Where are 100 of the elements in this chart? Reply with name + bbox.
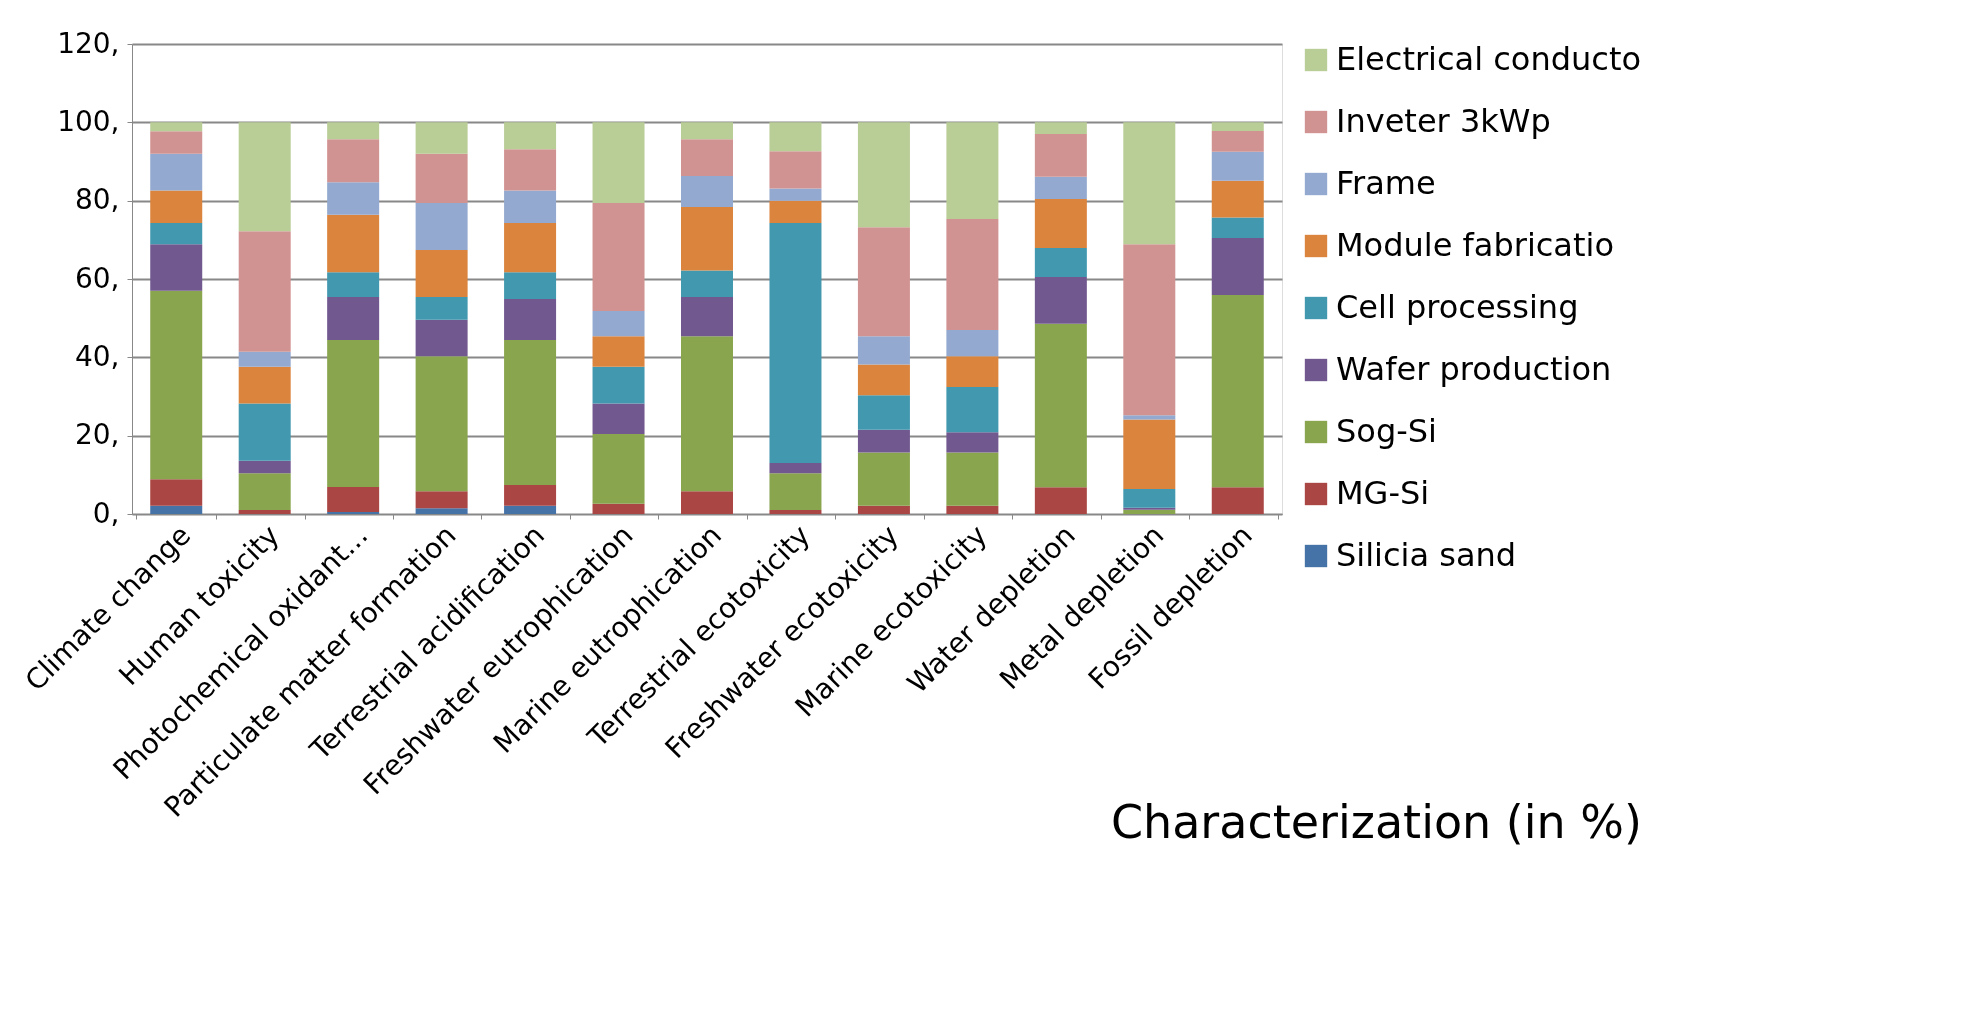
bar xyxy=(150,244,203,291)
legend-label: Electrical conducto xyxy=(1336,40,1642,78)
bar xyxy=(1034,176,1087,200)
bar xyxy=(327,122,380,140)
bar xyxy=(1211,295,1264,488)
bar xyxy=(857,122,910,228)
legend-label: Module fabricatio xyxy=(1336,226,1614,264)
bar xyxy=(415,122,468,154)
bar xyxy=(1034,199,1087,249)
bar xyxy=(946,329,999,357)
bar xyxy=(681,297,733,337)
bar xyxy=(769,151,822,189)
legend-label: MG-Si xyxy=(1336,474,1430,512)
bar xyxy=(1123,122,1176,245)
bar xyxy=(1211,130,1264,152)
bar xyxy=(592,336,645,367)
y-tick-label: 20, xyxy=(74,418,120,452)
bar xyxy=(769,463,822,474)
bar xyxy=(946,356,999,388)
bar xyxy=(857,227,910,337)
y-tick-label: 0, xyxy=(92,496,120,530)
bar xyxy=(1034,134,1087,177)
bar xyxy=(150,131,203,154)
bar xyxy=(769,510,822,514)
bar xyxy=(327,272,380,298)
bar xyxy=(415,356,468,492)
bar xyxy=(504,190,557,223)
bar xyxy=(857,429,910,453)
bar xyxy=(592,366,645,404)
bar xyxy=(857,395,910,430)
bar xyxy=(769,473,822,511)
bar xyxy=(681,175,733,207)
bar xyxy=(681,270,733,298)
bar xyxy=(150,222,203,245)
bar xyxy=(1123,488,1176,508)
bar xyxy=(592,403,645,435)
bar xyxy=(946,387,999,433)
bar xyxy=(504,272,557,299)
bar xyxy=(238,231,291,352)
bar xyxy=(769,222,822,464)
bar xyxy=(504,505,557,514)
bar xyxy=(238,122,291,232)
bar xyxy=(1211,180,1264,218)
bar xyxy=(415,250,468,298)
bar xyxy=(238,473,291,511)
bar xyxy=(1034,248,1087,278)
bar xyxy=(681,206,733,271)
bar xyxy=(681,139,733,176)
bar xyxy=(681,491,733,514)
bar xyxy=(1034,122,1087,135)
bar xyxy=(238,510,291,514)
bar xyxy=(946,219,999,330)
bar xyxy=(327,182,380,215)
bar xyxy=(681,122,733,140)
bar xyxy=(681,336,733,492)
bar xyxy=(327,139,380,183)
bar xyxy=(857,452,910,506)
bar xyxy=(592,434,645,504)
y-tick-label: 40, xyxy=(74,339,120,373)
bar xyxy=(150,505,203,514)
bar xyxy=(504,149,557,191)
bar xyxy=(327,340,380,487)
bar xyxy=(150,153,203,191)
bar xyxy=(1123,509,1176,514)
bar xyxy=(857,505,910,514)
bar xyxy=(238,351,291,367)
bar xyxy=(1211,487,1264,514)
legend-label: Cell processing xyxy=(1336,288,1579,326)
bar xyxy=(946,452,999,506)
bar xyxy=(327,297,380,341)
bar xyxy=(327,486,380,513)
bar xyxy=(769,188,822,201)
bar xyxy=(504,340,557,486)
bar xyxy=(150,190,203,223)
text: Characterization (in %) xyxy=(1110,795,1642,850)
bar xyxy=(415,508,468,514)
bar xyxy=(1211,151,1264,181)
legend-label: Inveter 3kWp xyxy=(1336,102,1551,140)
bar xyxy=(1034,323,1087,488)
bar xyxy=(327,214,380,273)
bar xyxy=(238,366,291,404)
bar xyxy=(1123,419,1176,489)
y-tick-label: 60, xyxy=(74,261,120,295)
bar xyxy=(1211,122,1264,131)
bar xyxy=(415,319,468,357)
bar xyxy=(946,505,999,514)
bar xyxy=(238,460,291,474)
bar xyxy=(415,491,468,509)
bar xyxy=(504,222,557,273)
bar xyxy=(504,298,557,341)
legend-label: Frame xyxy=(1336,164,1436,202)
bar xyxy=(769,122,822,152)
y-tick-label: 120, xyxy=(57,26,120,60)
bar xyxy=(415,297,468,320)
bar xyxy=(1123,415,1176,420)
bar xyxy=(946,122,999,220)
bar xyxy=(504,122,557,150)
bar xyxy=(150,290,203,480)
y-tick-label: 80, xyxy=(74,183,120,217)
bar xyxy=(769,200,822,223)
